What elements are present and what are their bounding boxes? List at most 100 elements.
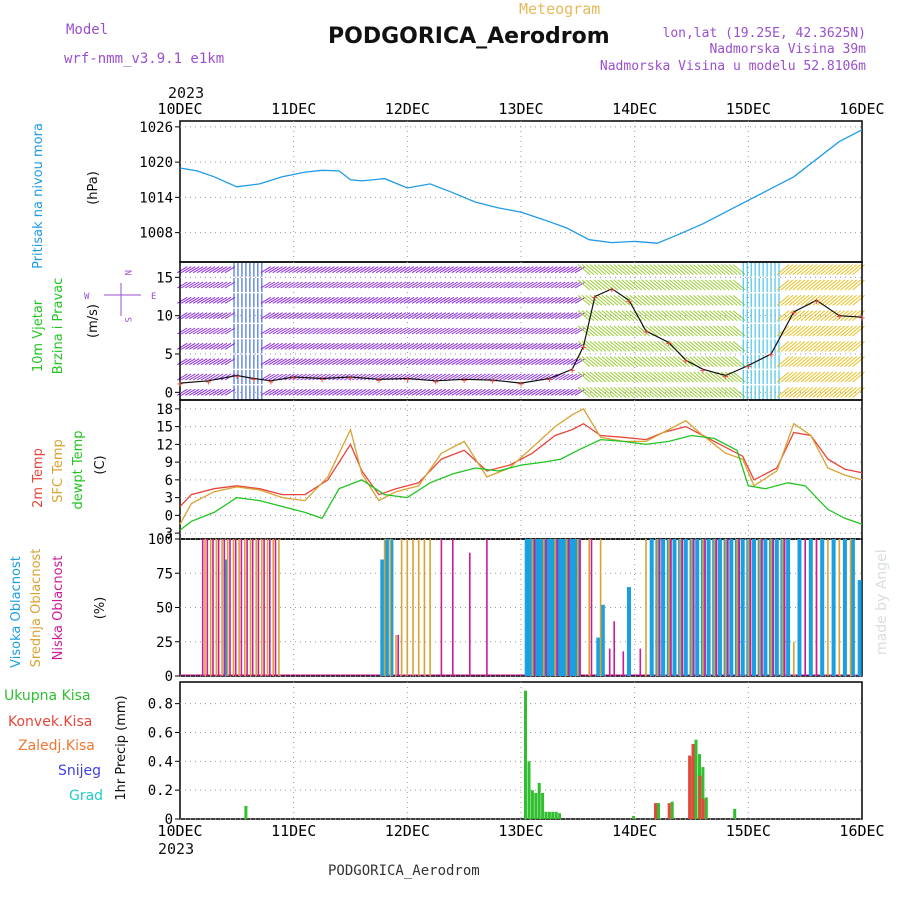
- wind-barb: [539, 266, 550, 274]
- wind-barb: [848, 325, 861, 337]
- wind-barb: [180, 342, 192, 350]
- wind-barb: [776, 356, 790, 368]
- wind-speed-point: +: [546, 375, 552, 386]
- wind-barb: [589, 356, 603, 368]
- wind-barb: [336, 296, 347, 304]
- wind-barb: [581, 294, 595, 306]
- wind-barb: [336, 312, 347, 320]
- wind-barb: [693, 386, 706, 398]
- wind-barb: [435, 296, 447, 304]
- wind-barb: [367, 388, 379, 396]
- wind-barb: [296, 358, 307, 366]
- wind-barb: [577, 264, 591, 276]
- wind-barb: [657, 386, 670, 398]
- wind-barb: [776, 310, 790, 322]
- wind-barb: [204, 266, 216, 274]
- wind-barb: [188, 342, 200, 350]
- wind-barb: [816, 325, 830, 337]
- wind-barb: [431, 312, 443, 320]
- wind-barb: [196, 266, 208, 274]
- wind-barb: [796, 356, 810, 368]
- wind-barb: [515, 296, 526, 304]
- wind-barb: [352, 266, 363, 274]
- wind-barb: [316, 296, 327, 304]
- wind-barb: [597, 356, 611, 368]
- wind-barb: [653, 325, 666, 337]
- wind-barb: [184, 281, 196, 289]
- wind-barb: [788, 340, 802, 352]
- temp-ytick-label: 12: [156, 437, 173, 453]
- wind-barb: [570, 312, 582, 320]
- mid_cloud-bar: [244, 539, 246, 676]
- wind-barb: [304, 358, 315, 366]
- wind-barb: [828, 371, 842, 383]
- wind-barb: [701, 371, 714, 383]
- wind-barb: [447, 296, 459, 304]
- wind-barb: [728, 294, 742, 306]
- wind-barb: [324, 388, 335, 396]
- wind-barb: [483, 388, 494, 396]
- cloud-ytick-label: 25: [156, 635, 173, 651]
- wind-barb: [554, 296, 566, 304]
- wind-barb: [208, 327, 220, 335]
- wind-barb: [487, 388, 498, 396]
- wind-barb: [527, 312, 538, 320]
- mid_cloud-bar: [793, 641, 795, 677]
- low_cloud-bar: [240, 539, 243, 676]
- wind-barb: [713, 294, 726, 306]
- wind-barb: [653, 294, 666, 306]
- x-tick-label-top: 14DEC: [612, 100, 657, 118]
- wind-barb: [443, 358, 455, 366]
- wind-barb: [300, 327, 311, 335]
- wind-barb: [840, 356, 853, 368]
- wind-barb: [216, 327, 228, 335]
- x-tick-label-bottom: 10DEC: [157, 822, 202, 840]
- wind-barb: [581, 356, 595, 368]
- wind-barb: [200, 281, 212, 289]
- wind-barb: [566, 358, 578, 366]
- mid_cloud-bar: [232, 539, 235, 676]
- precip-ytick-label: 0.4: [148, 754, 173, 770]
- wind-barb: [503, 296, 514, 304]
- wind-barb: [443, 281, 455, 289]
- wind-barb: [637, 279, 651, 291]
- wind-barb: [562, 281, 574, 289]
- wind-barb: [693, 340, 706, 352]
- wind-barb: [543, 266, 554, 274]
- wind-barb: [336, 342, 347, 350]
- wind-barb: [840, 386, 853, 398]
- wind-barb: [701, 294, 714, 306]
- wind-barb: [515, 327, 526, 335]
- wind-barb: [641, 279, 655, 291]
- wind-barb: [419, 388, 431, 396]
- wind-barb: [208, 296, 220, 304]
- low_cloud-bar: [452, 539, 454, 676]
- wind-barb: [697, 386, 710, 398]
- wind-barb: [601, 340, 615, 352]
- wind-barb: [467, 388, 478, 396]
- wind-barb: [332, 342, 343, 350]
- wind-barb: [208, 281, 220, 289]
- wind-barb: [531, 342, 542, 350]
- wind-barb: [328, 342, 339, 350]
- wind-barb: [605, 356, 619, 368]
- wind-barb: [308, 373, 319, 381]
- wind-barb: [844, 325, 857, 337]
- mid_cloud-bar: [827, 539, 829, 676]
- wind-barb: [308, 281, 319, 289]
- wind-barb: [713, 325, 726, 337]
- wind-speed-point: +: [347, 373, 353, 384]
- wind-barb: [673, 386, 686, 398]
- wind-barb: [669, 294, 682, 306]
- wind-barb: [177, 373, 188, 381]
- wind-barb: [547, 388, 558, 396]
- wind-barb: [554, 266, 566, 274]
- wind-barb: [581, 310, 595, 322]
- wind-barb: [705, 356, 718, 368]
- wind-barb: [693, 325, 706, 337]
- wind-barb: [816, 310, 830, 322]
- wind-barb: [547, 358, 558, 366]
- wind-barb: [344, 388, 355, 396]
- wind-barb: [550, 266, 562, 274]
- wind-barb: [332, 327, 343, 335]
